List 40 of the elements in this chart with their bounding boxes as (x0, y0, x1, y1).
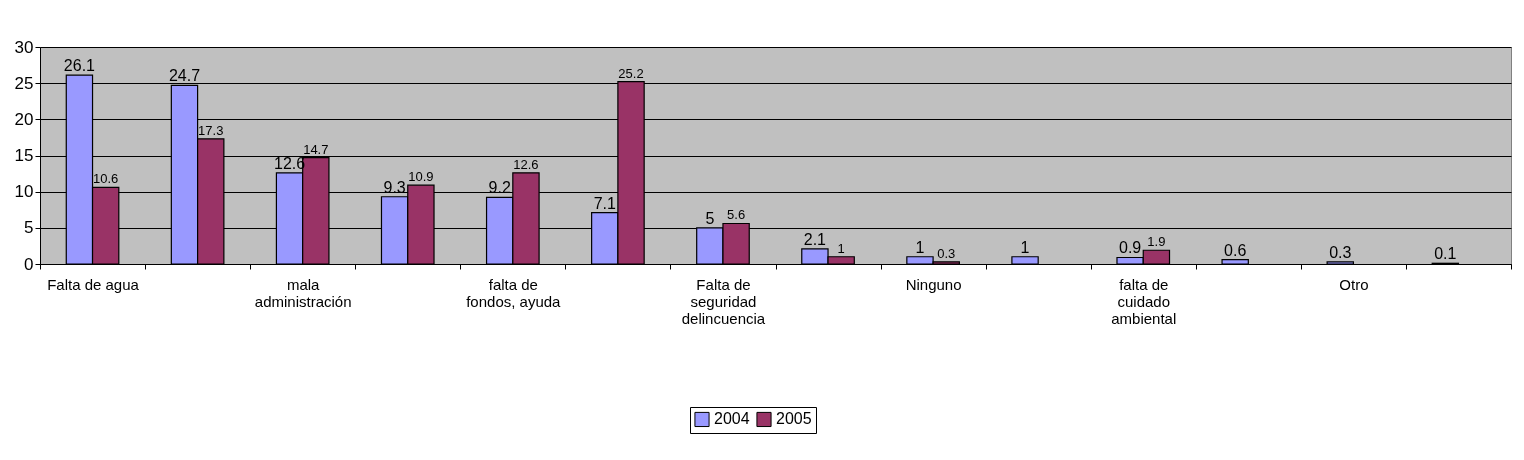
y-tick-label: 10 (14, 182, 34, 202)
legend-label: 2004 (714, 410, 750, 428)
x-tick-label: falta de fondos, ayuda (466, 275, 562, 310)
y-tick-label: 15 (14, 146, 34, 165)
x-tick-label: Otro (1339, 275, 1369, 293)
x-tick-label: falta de cuidado ambiental (1111, 275, 1177, 327)
data-label: 5.6 (727, 207, 746, 223)
data-label: 26.1 (63, 57, 96, 75)
y-tick-label: 0 (24, 254, 34, 274)
data-label: 12.6 (513, 156, 539, 172)
data-label: 1 (1020, 238, 1030, 256)
data-label: 7.1 (593, 194, 616, 212)
x-tick-label: Falta de agua (47, 275, 140, 293)
legend-label: 2005 (776, 410, 812, 428)
data-label: 0.3 (937, 245, 956, 261)
data-label: 1.9 (1147, 234, 1166, 250)
bar (1326, 261, 1354, 265)
data-label: 25.2 (618, 65, 644, 81)
data-label: 5 (705, 209, 715, 227)
data-label: 0.9 (1118, 239, 1142, 257)
data-label: 10.9 (408, 169, 434, 185)
x-tick-label: Ninguno (905, 275, 962, 293)
y-tick-label: 25 (14, 73, 34, 93)
data-label: 24.7 (168, 67, 201, 85)
data-label: 17.3 (198, 122, 224, 138)
data-label: 14.7 (303, 141, 329, 157)
data-label: 1 (915, 238, 925, 256)
bar (1011, 256, 1039, 265)
bar (1221, 259, 1249, 265)
data-label: 10.6 (93, 171, 119, 187)
x-tick-label: mala administración (254, 275, 352, 310)
data-label: 1 (837, 240, 845, 256)
y-tick-label: 20 (14, 109, 34, 129)
y-tick-label: 30 (14, 37, 34, 57)
data-label: 0.1 (1434, 245, 1457, 263)
data-label: 2.1 (803, 230, 827, 248)
y-tick-label: 5 (24, 218, 34, 238)
data-label: 0.3 (1329, 243, 1352, 261)
x-tick-label: Falta de seguridad delincuencia (681, 275, 766, 327)
data-label: 0.6 (1224, 241, 1247, 259)
